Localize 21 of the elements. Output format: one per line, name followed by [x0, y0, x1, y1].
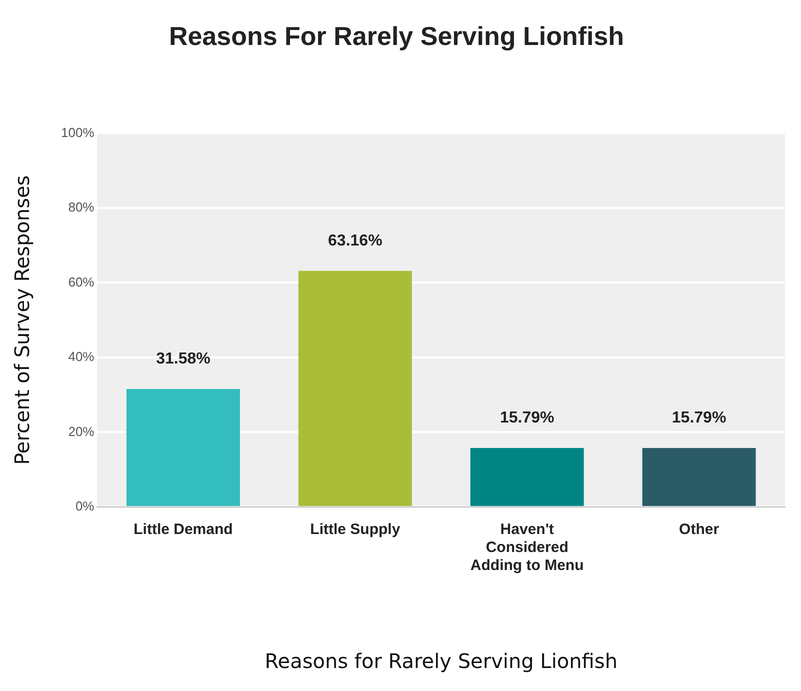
- bar: [126, 388, 240, 506]
- x-tick-label: Haven't Considered Adding to Menu: [470, 521, 584, 574]
- y-tick-label: 0%: [75, 498, 95, 514]
- x-axis-title: Reasons for Rarely Serving Lionfish: [264, 649, 618, 674]
- y-tick-label: 60%: [68, 274, 95, 290]
- x-tick-label: Other: [679, 521, 720, 538]
- y-tick-label: 20%: [68, 424, 95, 439]
- y-tick-label: 80%: [68, 200, 95, 215]
- bar: [642, 448, 756, 506]
- bar: [298, 270, 412, 506]
- data-label: 63.16%: [328, 232, 382, 250]
- y-axis-title: Percent of Survey Responses: [10, 175, 34, 465]
- y-tick-label: 40%: [68, 349, 95, 364]
- y-tick-label: 100%: [61, 124, 95, 140]
- x-tick-label: Little Demand: [134, 521, 233, 538]
- data-label: 31.58%: [156, 350, 210, 368]
- x-tick-label: Little Supply: [310, 521, 401, 538]
- bar: [470, 448, 584, 506]
- chart-title: Reasons For Rarely Serving Lionfish: [168, 20, 624, 51]
- data-label: 15.79%: [500, 409, 554, 426]
- data-label: 15.79%: [672, 409, 726, 426]
